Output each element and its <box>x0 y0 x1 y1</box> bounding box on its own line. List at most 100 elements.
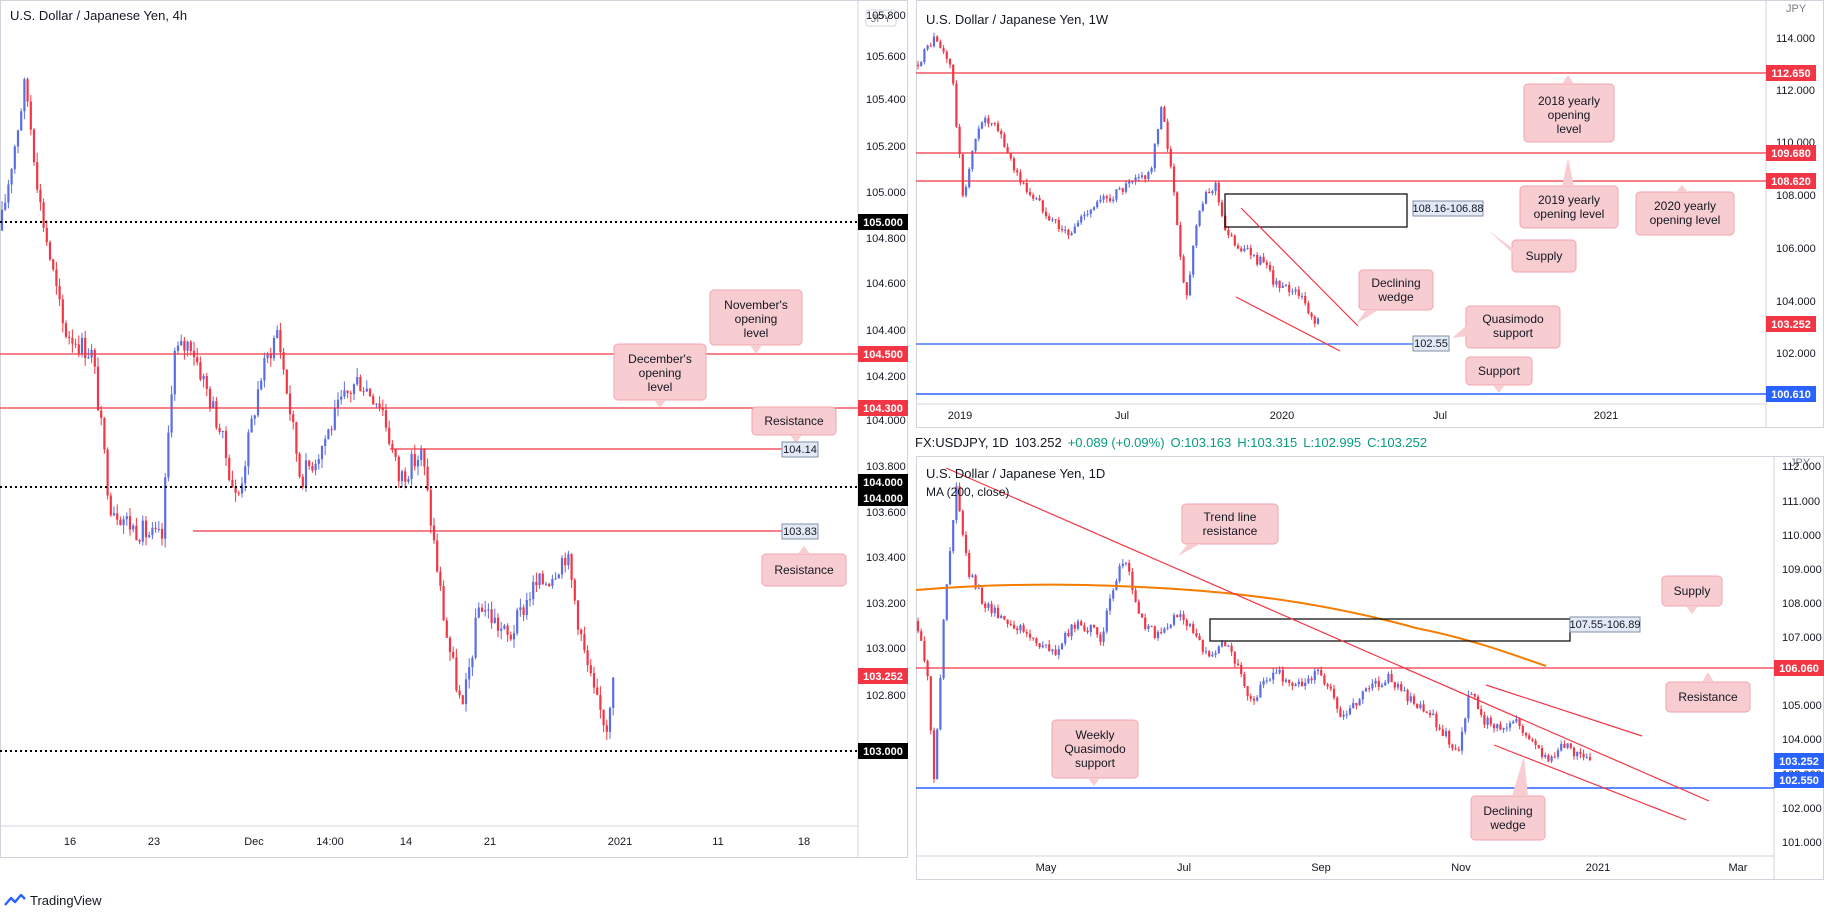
candle <box>599 686 602 719</box>
candle <box>1268 677 1272 682</box>
callout-trend-line-resistance[interactable]: Trend line resistance <box>1178 503 1279 556</box>
candle <box>980 120 984 130</box>
candle <box>301 473 304 490</box>
candle <box>1310 676 1313 684</box>
candle <box>932 32 936 48</box>
candle <box>974 138 977 154</box>
chart-4h-svg[interactable]: November's opening level December's open… <box>0 0 908 858</box>
price-tag: 104.000 <box>858 474 908 490</box>
price-tag: 103.252 <box>858 668 908 684</box>
candle <box>23 77 26 120</box>
candle <box>1300 292 1304 300</box>
chart-panel-1d[interactable]: 107.55-106.89 Trend line resistance Supp… <box>915 456 1824 880</box>
candle <box>1451 743 1454 752</box>
candle <box>1259 255 1262 266</box>
price-axis-ticks: 105.800 105.600 105.400 105.200 105.000 104.8… <box>866 10 906 702</box>
candle <box>1364 687 1368 692</box>
callout-decembers-opening-level[interactable]: December's opening level <box>613 343 707 408</box>
candle <box>538 573 541 590</box>
callout-text-6: level <box>648 380 673 394</box>
candle <box>1441 724 1444 737</box>
callout-2018-yearly[interactable]: 2018 yearly opening level <box>1523 75 1615 143</box>
candle <box>1067 228 1070 240</box>
candle <box>1297 286 1300 299</box>
candle <box>1169 146 1172 169</box>
candle <box>1121 187 1124 195</box>
candle <box>1128 178 1131 188</box>
price-tick-label: 104.200 <box>866 371 906 383</box>
callout-2020-yearly[interactable]: 2020 yearly opening level <box>1635 185 1735 236</box>
callout-resistance[interactable]: Resistance <box>1665 672 1751 713</box>
candle <box>1246 686 1249 701</box>
trend-line-resistance <box>945 467 1710 802</box>
candle <box>1240 246 1243 253</box>
candle <box>436 533 439 573</box>
candle <box>1278 280 1281 293</box>
candle <box>1332 684 1336 701</box>
callout-text-15: opening level <box>1650 213 1721 227</box>
candle <box>1179 610 1182 621</box>
candle <box>58 278 61 306</box>
candle <box>1160 627 1163 635</box>
callout-supply[interactable]: Supply <box>1488 230 1577 273</box>
candle <box>1387 671 1390 685</box>
candle <box>1480 705 1483 718</box>
candle <box>343 381 346 400</box>
chart-1d-svg[interactable]: 107.55-106.89 Trend line resistance Supp… <box>915 456 1824 880</box>
candle <box>1204 190 1208 205</box>
symbol-open: O:103.163 <box>1170 434 1232 450</box>
candle <box>1550 755 1553 764</box>
candle <box>1198 633 1201 641</box>
candle <box>1435 711 1438 732</box>
candle <box>471 655 474 677</box>
chart-panel-4h[interactable]: November's opening level December's open… <box>0 0 908 858</box>
callout-resistance-lower[interactable]: Resistance <box>761 546 847 587</box>
candle <box>256 380 260 418</box>
candle <box>410 450 413 486</box>
candle <box>964 531 968 557</box>
tradingview-brand[interactable]: TradingView <box>4 890 102 910</box>
callout-quasimodo-support[interactable]: Quasimodo support <box>1452 305 1561 349</box>
callout-supply[interactable]: Supply <box>1661 575 1723 614</box>
candle <box>1182 254 1185 284</box>
price-tag-label: 112.650 <box>1771 68 1810 80</box>
candle <box>1150 625 1153 628</box>
callout-2019-yearly[interactable]: 2019 yearly opening level <box>1519 158 1619 229</box>
callout-support[interactable]: Support <box>1465 356 1533 393</box>
candle <box>1185 281 1188 300</box>
candle <box>1147 624 1150 632</box>
callout-resistance-upper[interactable]: Resistance <box>751 406 837 443</box>
callout-text-22: Trend line <box>1204 510 1257 524</box>
price-tag-label: 103.252 <box>1779 756 1819 768</box>
candle <box>535 572 538 593</box>
candle <box>1582 749 1585 761</box>
candle <box>503 623 506 630</box>
candle <box>1361 690 1364 704</box>
candle <box>1412 693 1416 706</box>
candle <box>1140 171 1144 180</box>
callout-novembers-opening-level[interactable]: November's opening level <box>709 289 803 354</box>
candle <box>1521 724 1524 737</box>
candle <box>1003 132 1006 148</box>
callout-declining-wedge[interactable]: Declining wedge <box>1356 269 1434 324</box>
candle <box>1483 711 1486 729</box>
candle <box>1249 693 1252 702</box>
candle <box>1022 181 1025 185</box>
chart-panel-1w[interactable]: 108.16-106.88 102.55 2018 yearly opening… <box>916 0 1824 428</box>
callout-weekly-quasimodo-support[interactable]: Weekly Quasimodo support <box>1051 719 1139 786</box>
price-tick-label: 103.600 <box>866 507 906 519</box>
candle <box>320 445 324 469</box>
candle <box>45 220 48 247</box>
candle <box>250 415 253 433</box>
candle <box>932 727 936 783</box>
callout-text-14: 2020 yearly <box>1654 199 1716 213</box>
candle <box>1092 624 1096 629</box>
candle <box>1176 191 1179 226</box>
callout-declining-wedge[interactable]: Declining wedge <box>1470 756 1546 841</box>
candle <box>596 678 599 696</box>
candle <box>464 672 468 712</box>
chart-1w-svg[interactable]: 108.16-106.88 102.55 2018 yearly opening… <box>916 0 1824 428</box>
candle <box>1208 650 1211 658</box>
candle <box>1099 195 1102 204</box>
candle <box>157 521 160 533</box>
